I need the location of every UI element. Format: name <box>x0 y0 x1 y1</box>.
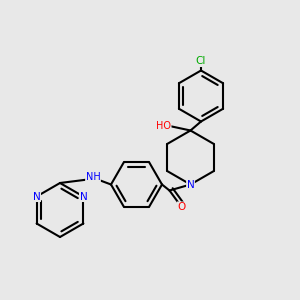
Text: HO: HO <box>156 121 171 131</box>
Text: O: O <box>177 202 186 212</box>
Text: N: N <box>187 179 194 190</box>
Text: NH: NH <box>85 172 100 182</box>
Text: N: N <box>80 191 87 202</box>
Text: Cl: Cl <box>196 56 206 67</box>
Text: N: N <box>33 191 41 202</box>
